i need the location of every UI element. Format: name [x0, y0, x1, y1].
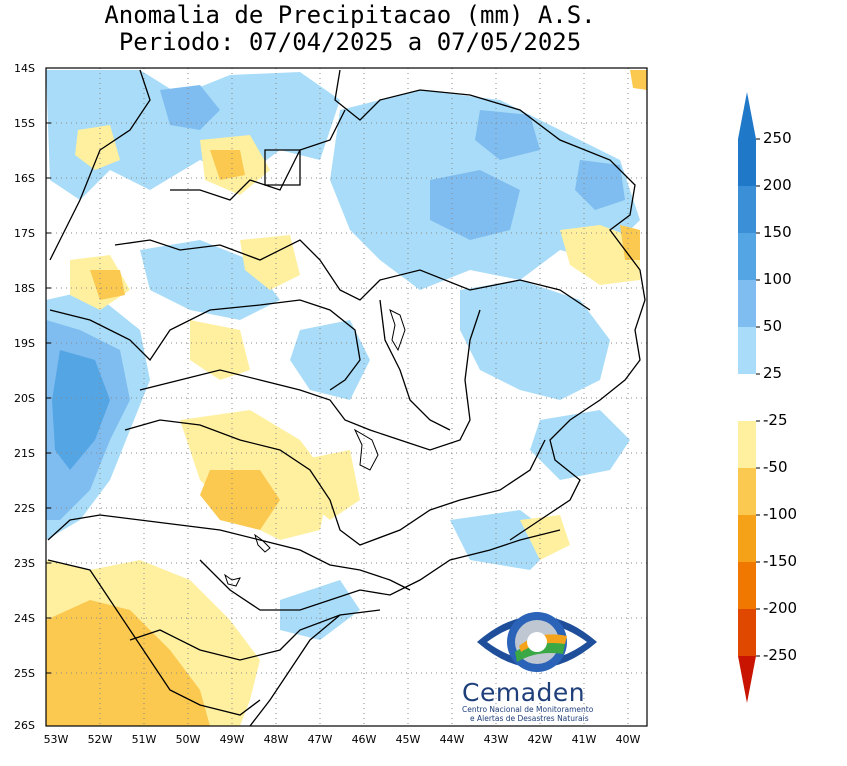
- colorbar-segment: [738, 374, 756, 421]
- lat-label: 17S: [14, 227, 35, 240]
- lon-label: 41W: [571, 733, 597, 746]
- lon-label: 40W: [615, 733, 641, 746]
- lon-label: 44W: [439, 733, 465, 746]
- logo-subtitle-line2: e Alertas de Desastres Naturais: [470, 714, 589, 723]
- colorbar-label: 200: [763, 176, 792, 194]
- map-title: Anomalia de Precipitacao (mm) A.S.: [104, 1, 596, 29]
- lat-label: 21S: [14, 447, 35, 460]
- lon-label: 50W: [175, 733, 201, 746]
- map-period: Periodo: 07/04/2025 a 07/05/2025: [118, 28, 582, 56]
- colorbar: [738, 92, 760, 703]
- lat-label: 15S: [14, 117, 35, 130]
- colorbar-top-arrow: [738, 92, 756, 139]
- lon-label: 53W: [43, 733, 69, 746]
- colorbar-segment: [738, 186, 756, 233]
- basin-boundaries: [47, 69, 646, 726]
- colorbar-segment: [738, 515, 756, 562]
- colorbar-segment: [738, 562, 756, 609]
- colorbar-segment: [738, 280, 756, 327]
- colorbar-label: -100: [763, 505, 798, 523]
- colorbar-label: -50: [763, 458, 788, 476]
- logo-name: Cemaden: [462, 678, 586, 707]
- lat-label: 26S: [14, 719, 35, 732]
- lon-label: 48W: [263, 733, 289, 746]
- colorbar-label: -150: [763, 552, 798, 570]
- lat-label: 20S: [14, 392, 35, 405]
- colorbar-segment: [738, 327, 756, 374]
- lat-label: 22S: [14, 502, 35, 515]
- colorbar-label: -25: [763, 411, 788, 429]
- lat-label: 24S: [14, 612, 35, 625]
- cemaden-logo: [477, 612, 597, 672]
- colorbar-label: 150: [763, 223, 792, 241]
- colorbar-segment: [738, 233, 756, 280]
- colorbar-segment: [738, 609, 756, 656]
- lon-label: 45W: [395, 733, 421, 746]
- logo-subtitle-line1: Centro Nacional de Monitoramento: [462, 705, 594, 714]
- lat-label: 25S: [14, 667, 35, 680]
- colorbar-label: -250: [763, 646, 798, 664]
- lat-label: 16S: [14, 172, 35, 185]
- lat-label: 18S: [14, 282, 35, 295]
- colorbar-label: 250: [763, 129, 792, 147]
- anomaly-field: [46, 68, 647, 726]
- lon-label: 52W: [87, 733, 113, 746]
- lon-label: 43W: [483, 733, 509, 746]
- colorbar-segment: [738, 421, 756, 468]
- colorbar-label: -200: [763, 599, 798, 617]
- colorbar-segment: [738, 139, 756, 186]
- lon-label: 46W: [351, 733, 377, 746]
- logo-subtitle: Centro Nacional de Monitoramento e Alert…: [462, 705, 622, 723]
- colorbar-bottom-arrow: [738, 656, 756, 703]
- lon-label: 47W: [307, 733, 333, 746]
- colorbar-segment: [738, 468, 756, 515]
- lat-label: 23S: [14, 557, 35, 570]
- lon-label: 42W: [527, 733, 553, 746]
- lat-label: 14S: [14, 62, 35, 75]
- map-frame: [45, 67, 648, 727]
- colorbar-label: 50: [763, 317, 783, 335]
- colorbar-label: 25: [763, 364, 783, 382]
- colorbar-label: 100: [763, 270, 792, 288]
- lon-label: 49W: [219, 733, 245, 746]
- lat-label: 19S: [14, 337, 35, 350]
- lon-label: 51W: [131, 733, 157, 746]
